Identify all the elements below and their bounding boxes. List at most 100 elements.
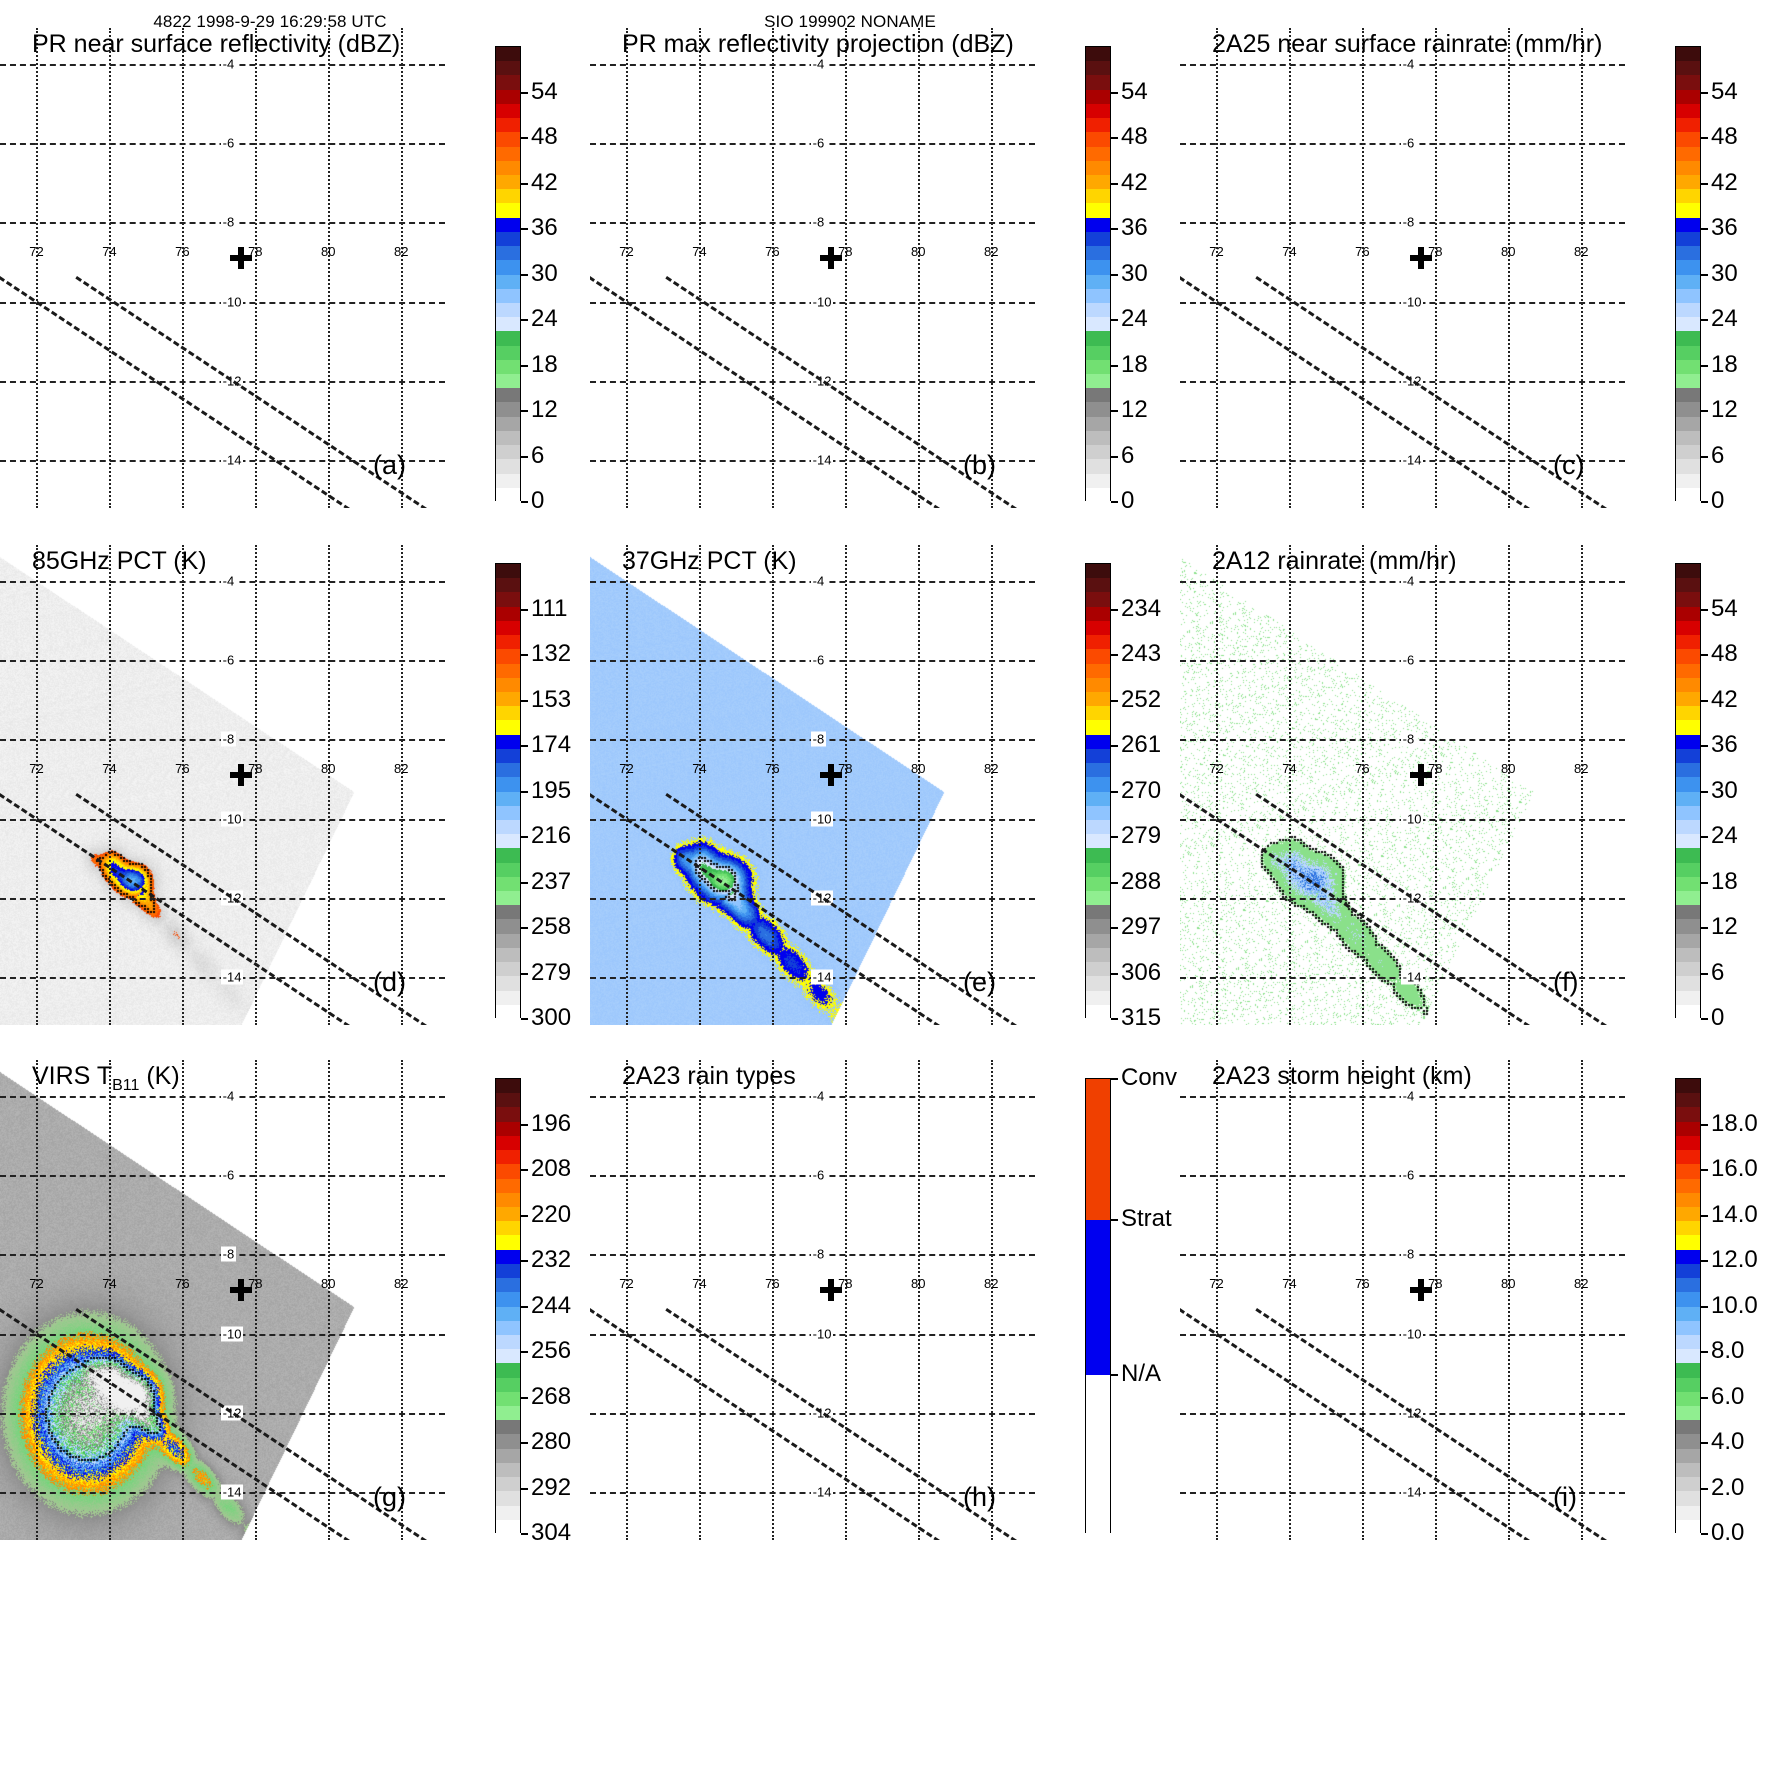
colorbar-segment [496, 118, 520, 133]
colorbar-segment [496, 706, 520, 721]
colorbar-segment [496, 620, 520, 636]
colorbar-tick-label: 252 [1121, 685, 1162, 713]
colorbar-segment [1676, 203, 1700, 218]
colorbar-segment [496, 473, 520, 488]
colorbar-tick [1111, 1078, 1118, 1080]
colorbar-tick [1701, 1442, 1708, 1444]
colorbar-tick [521, 1351, 528, 1353]
colorbar-tick [1701, 228, 1708, 230]
colorbar-tick [1111, 182, 1118, 185]
lat-tick-label: -4 [1400, 1088, 1417, 1104]
colorbar-tick [1111, 608, 1118, 611]
colorbar-segment [1676, 1135, 1700, 1151]
lon-tick-label: 74 [1282, 244, 1297, 260]
colorbar-tick-label: 0.0 [1711, 1519, 1745, 1546]
colorbar-segment [1676, 905, 1700, 920]
colorbar-segment [1676, 1221, 1700, 1236]
colorbar-tick [521, 1396, 528, 1399]
colorbar-tick-label: 306 [1121, 958, 1162, 986]
colorbar-tick-label: 48 [1121, 123, 1148, 150]
colorbar-segment [1086, 359, 1110, 375]
panel-title-subscript: B11 [112, 1077, 140, 1094]
panel-e: 72 74 76 78 80 82 -4 -6 -8 -10 -12 -14 37GHz PCT (K)… [590, 545, 1180, 1135]
gridline-vertical [991, 545, 994, 1025]
colorbar-segment [1086, 331, 1110, 346]
colorbar-tick-label: 10.0 [1711, 1291, 1758, 1319]
colorbar-tick-label: 0 [531, 487, 545, 514]
panel-a: 72 74 76 78 80 82 -4 -6 -8 -10 -12 -14 PR near surfa… [0, 28, 590, 618]
colorbar-gradient-h [1085, 1078, 1111, 1534]
colorbar-segment [1086, 288, 1110, 303]
lat-tick-label: -8 [1400, 214, 1417, 230]
plot-area-h[interactable]: 72 74 76 78 80 82 -4 -6 -8 -10 -12 -14 [590, 1060, 1035, 1540]
colorbar-segment [496, 430, 520, 446]
panel-label-f: (f) [1553, 967, 1579, 997]
lat-tick-label: -8 [810, 731, 827, 747]
plot-area-g[interactable]: 72 74 76 78 80 82 -4 -6 -8 -10 -12 -14 [0, 1060, 445, 1540]
lat-tick-label: -6 [220, 135, 237, 151]
lon-tick-label: 74 [692, 1276, 707, 1292]
colorbar-tick [521, 790, 528, 793]
colorbar-segment [1086, 876, 1110, 892]
colorbar-tick [1701, 745, 1708, 747]
colorbar-segment [1086, 374, 1110, 389]
colorbar-segment [1676, 777, 1700, 792]
colorbar-segment [1676, 1519, 1700, 1534]
colorbar-segment [496, 962, 520, 977]
colorbar-tick [521, 410, 528, 412]
plot-area-a[interactable]: 72 74 76 78 80 82 -4 -6 -8 -10 -12 -14 [0, 28, 445, 508]
colorbar-segment [496, 891, 520, 906]
colorbar-segment [1086, 976, 1110, 991]
colorbar-tick [1701, 1123, 1708, 1126]
plot-area-b[interactable]: 72 74 76 78 80 82 -4 -6 -8 -10 -12 -14 [590, 28, 1035, 508]
lat-tick-label: -12 [1400, 1405, 1424, 1421]
colorbar-segment [1676, 1391, 1700, 1407]
lat-tick-label: -4 [1400, 573, 1417, 589]
lon-tick-label: 74 [1282, 761, 1297, 777]
plot-area-f[interactable]: 72 74 76 78 80 82 -4 -6 -8 -10 -12 -14 [1180, 545, 1625, 1025]
gridline-vertical [699, 545, 702, 1025]
colorbar-segment [496, 734, 520, 749]
colorbar-segment [496, 231, 520, 247]
colorbar-tick [521, 745, 528, 747]
colorbar-tick [1701, 273, 1708, 276]
colorbar-segment [1086, 459, 1110, 474]
plot-area-i[interactable]: 72 74 76 78 80 82 -4 -6 -8 -10 -12 -14 [1180, 1060, 1625, 1540]
colorbar-segment [1086, 578, 1110, 593]
gridline-vertical [1508, 1060, 1511, 1540]
colorbar-segment [1676, 487, 1700, 502]
lon-tick-label: 72 [619, 1276, 634, 1292]
colorbar-segment [496, 61, 520, 76]
colorbar-segment [1086, 47, 1110, 62]
plot-area-d[interactable]: 72 74 76 78 80 82 -4 -6 -8 -10 -12 -14 [0, 545, 445, 1025]
colorbar-segment [1676, 430, 1700, 446]
plot-area-c[interactable]: 72 74 76 78 80 82 -4 -6 -8 -10 -12 -14 [1180, 28, 1625, 508]
gridline-vertical [918, 28, 921, 508]
colorbar-tick [1701, 608, 1708, 611]
field-pr-max-reflectivity [590, 28, 1035, 508]
colorbar-tick-label: 208 [531, 1155, 572, 1182]
colorbar-segment [496, 1235, 520, 1250]
colorbar-tick-label: 279 [531, 958, 572, 986]
colorbar-segment [1086, 933, 1110, 948]
colorbar-tick [1111, 699, 1118, 702]
colorbar-tick-label: 8.0 [1711, 1337, 1745, 1364]
colorbar-tick [1111, 972, 1118, 975]
colorbar-segment [1676, 473, 1700, 488]
panel-c: 72 74 76 78 80 82 -4 -6 -8 -10 -12 -14 2A25 near sur… [1180, 28, 1770, 618]
colorbar-segment [496, 1391, 520, 1407]
gridline-vertical [845, 28, 848, 508]
colorbar-tick-label: 12 [1711, 913, 1738, 940]
colorbar-segment [1676, 1334, 1700, 1350]
lon-tick-label: 82 [1573, 761, 1589, 777]
colorbar-tick [521, 1214, 528, 1217]
panel-label-e: (e) [963, 967, 996, 997]
plot-area-e[interactable]: 72 74 76 78 80 82 -4 -6 -8 -10 -12 -14 [590, 545, 1035, 1025]
lon-tick-label: 72 [619, 244, 634, 260]
colorbar-segment [496, 564, 520, 579]
colorbar-tick-label: 174 [531, 731, 572, 758]
lon-tick-label: 74 [102, 244, 117, 260]
lat-tick-label: -10 [810, 811, 834, 827]
colorbar-segment [1676, 564, 1700, 579]
colorbar-tick [1111, 836, 1118, 838]
